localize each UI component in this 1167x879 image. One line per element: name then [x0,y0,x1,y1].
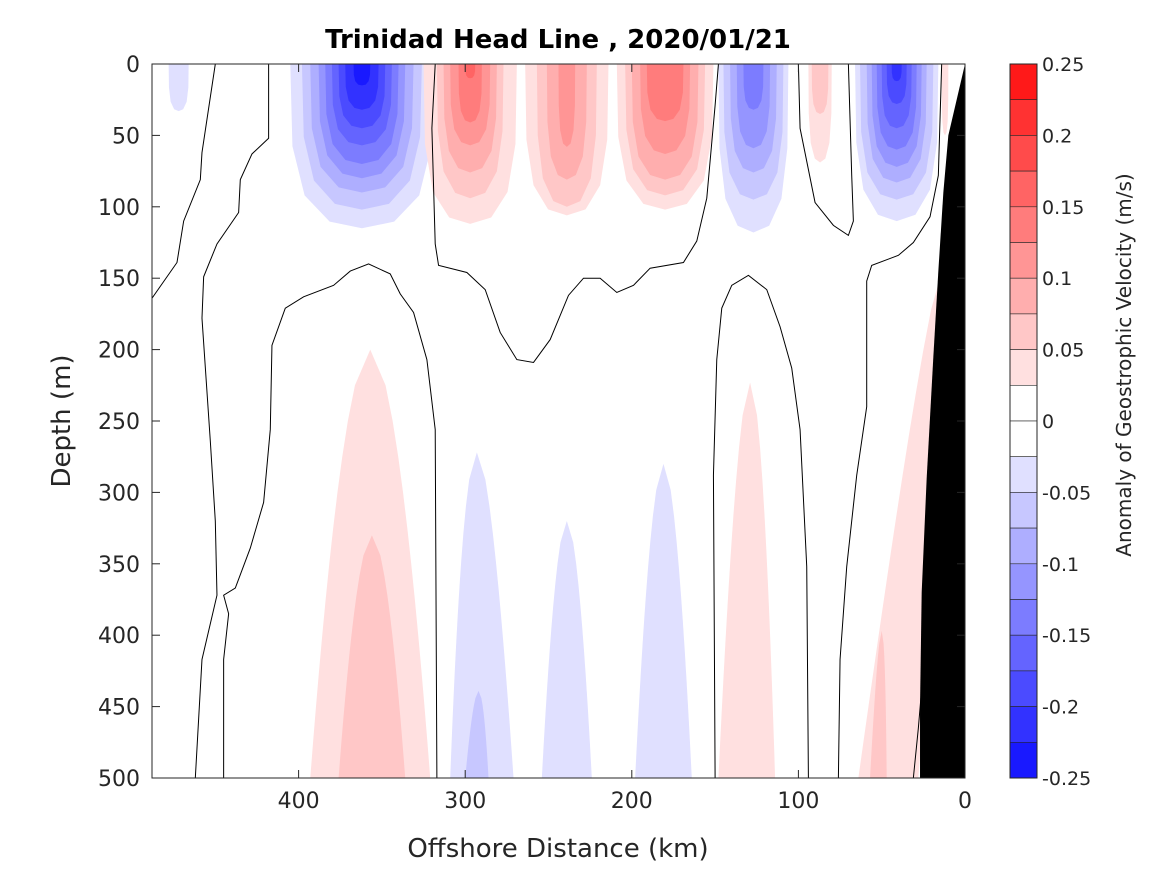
colorbar-band [1009,527,1038,565]
x-tick-label: 400 [278,789,320,814]
x-tick-label: 200 [611,789,653,814]
contour-fill-blue-deep-181km [635,463,692,778]
colorbar-tick-label: -0.25 [1042,768,1091,790]
y-tick-label: 200 [98,339,140,364]
contour-fill-blue-core-360km-level-7 [345,64,379,110]
colorbar-band [1009,313,1038,350]
colorbar-tick-label: -0.05 [1042,482,1091,504]
colorbar-band [1009,634,1038,672]
contour-fill-red-core-297km-level-5 [465,64,476,79]
colorbar-frame [1009,63,1038,779]
colorbar-tick-label: -0.2 [1042,697,1079,719]
colorbar-tick-label: -0.15 [1042,625,1091,647]
bathymetry-mask [920,64,965,778]
contour-fill-red-core-12km-level-0 [941,64,949,136]
colorbar-band [1009,563,1038,600]
colorbar-band [1009,420,1038,458]
contour-fill-red-deep-357km-inner [338,535,406,778]
colorbar-tick-label: 0.25 [1042,54,1084,76]
colorbar-tick-label: 0.05 [1042,340,1084,362]
zero-contour-line-5 [797,64,854,237]
contour-fill-red-deep-129km [718,382,776,778]
colorbar-band [1009,206,1038,243]
y-tick-label: 0 [126,53,140,78]
contour-fill-red-core-180km-level-4 [646,64,684,122]
colorbar-band [1009,99,1038,136]
colorbar-band [1009,242,1038,279]
colorbar-tick-label: -0.1 [1042,554,1079,576]
contour-fill-blue-core-41km-level-7 [891,64,902,82]
colorbar-tick-label: 0.2 [1042,125,1072,147]
contour-fill-red-core-239km-level-3 [558,64,576,147]
y-tick-label: 300 [98,481,140,506]
zero-contour-line-0 [152,64,216,299]
y-tick-label: 500 [98,767,140,792]
contour-fill-red-deep-coastal-inner [870,630,887,778]
colorbar-band [1009,63,1038,101]
contour-fill-blue-core-41km-level-6 [886,64,907,104]
y-tick-label: 150 [98,267,140,292]
colorbar-band [1009,741,1038,779]
chart-title: Trinidad Head Line , 2020/01/21 [325,25,791,55]
contour-fill-blue-deep-293km [450,452,514,778]
y-axis-label: Depth (m) [47,354,77,487]
colorbar-band [1009,170,1038,208]
y-tick-label: 50 [112,124,140,149]
colorbar-tick-label: 0.15 [1042,197,1084,219]
colorbar-tick-label: 0 [1042,411,1054,433]
contour-fill-blue-deep-293km-inner [465,690,489,778]
colorbar-band [1009,277,1038,315]
colorbar-band [1009,384,1038,422]
x-tick-label: 100 [777,789,819,814]
colorbar-band [1009,492,1038,529]
zero-contour-line-4 [712,274,809,778]
y-tick-label: 450 [98,696,140,721]
axes: 400 300 200 100 0 0 50 100 150 200 250 300 350 400 450… [98,53,972,814]
contour-fill-red-core-87km-level-1 [811,64,829,114]
colorbar-band [1009,670,1038,707]
zero-contour-line-6 [837,64,943,778]
colorbar-band [1009,456,1038,493]
plot-area [152,64,965,778]
colorbar-band [1009,349,1038,386]
zero-contour-line-1 [194,64,270,778]
contour-fill-red-core-297km-level-4 [458,64,482,123]
contour-fill-blue-core-127km-level-4 [743,64,764,110]
x-tick-label: 300 [444,789,486,814]
contour-fill-blue-core-472km-level-0 [168,64,189,112]
y-tick-label: 250 [98,410,140,435]
y-tick-label: 100 [98,196,140,221]
contour-fill-blue-deep-239km [541,520,592,778]
colorbar-band [1009,135,1038,172]
y-tick-label: 350 [98,553,140,578]
x-axis-label: Offshore Distance (km) [407,834,708,864]
zero-contour-line-2 [223,263,438,778]
y-tick-label: 400 [98,624,140,649]
colorbar-tick-label: 0.1 [1042,268,1072,290]
contour-fill-blue-core-360km-level-8 [353,64,371,86]
zero-contour-line-3 [431,64,719,363]
colorbar-band [1009,599,1038,636]
colorbar: 0.25 0.2 0.15 0.1 0.05 0 -0.05 -0.1 -0.15 -0.2 -0.… [1009,54,1091,790]
x-tick-label: 0 [958,789,972,814]
colorbar-band [1009,706,1038,743]
colorbar-label: Anomaly of Geostrophic Velocity (m/s) [1112,173,1136,556]
